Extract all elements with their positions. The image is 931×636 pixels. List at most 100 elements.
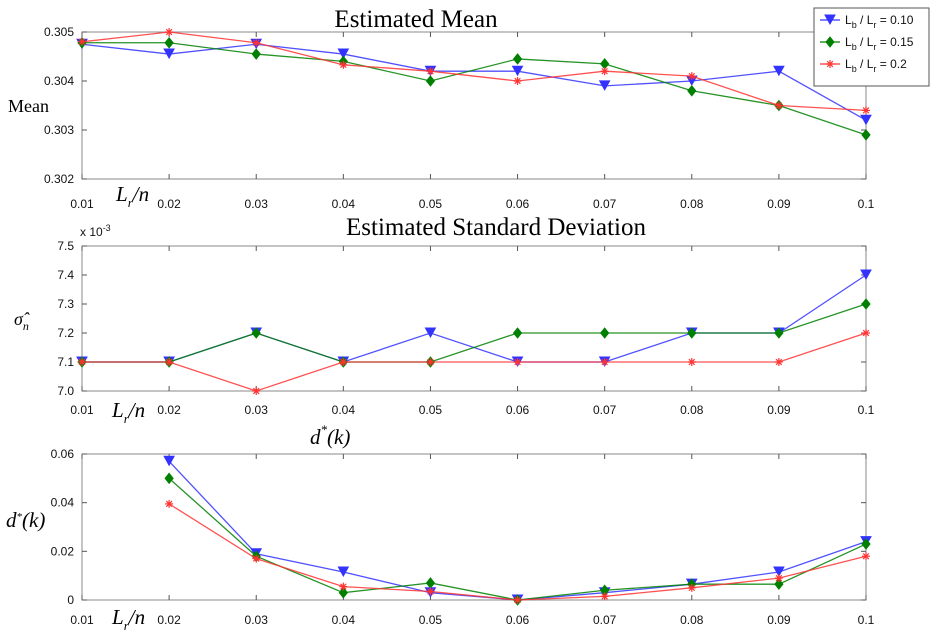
data-point [426,67,435,76]
y-tick-label: 0.06 [51,447,75,461]
data-point [338,586,348,599]
mean-x-ticks: 0.01 0.02 0.03 0.04 0.05 0.06 0.07 0.08 0.09 0.1 [70,32,875,211]
data-point [600,327,610,339]
std-xlabel: Lr/n [111,398,145,426]
legend-entry-0-2: Lb / Lr = 0.2 [820,57,907,74]
y-tick-label: 7.3 [57,297,74,311]
y-tick-label: 0.305 [44,25,74,39]
series-line-l-b-l-r-0-15 [82,303,867,363]
data-point [600,592,609,601]
data-point [600,358,609,366]
data-point [339,358,348,366]
data-point [513,77,522,85]
dk-y-ticks: 0 0.02 0.04 0.06 [51,447,866,607]
x-tick-label: 0.06 [506,403,530,417]
data-point [339,582,348,591]
data-point [163,48,175,60]
y-tick-label: 7.4 [57,268,74,282]
panel-mean: Estimated Mean Mean 0.302 0.303 0.304 0.305… [8,6,875,211]
x-tick-label: 0.07 [593,197,617,211]
data-point [512,53,523,65]
y-tick-label: 7.1 [57,355,74,369]
dk-ylabel: d*(k) [6,508,45,532]
data-point [337,48,350,60]
data-point [861,129,871,141]
data-point [511,65,524,77]
data-point [426,358,435,366]
x-tick-label: 0.07 [593,403,617,417]
data-point [860,269,872,281]
data-point [687,327,697,339]
data-point [773,566,785,578]
series-line-l-b-l-r-0-15 [82,42,867,136]
y-tick-label: 0.302 [44,172,74,186]
x-tick-label: 0.01 [70,197,94,211]
mean-ylabel: Mean [8,96,49,116]
data-point [165,28,174,36]
mean-title: Estimated Mean [334,6,498,33]
data-point [339,60,348,69]
std-ylabel: σ̂n [14,309,30,333]
x-tick-label: 0.09 [767,403,791,417]
dk-x-ticks: 0.01 0.02 0.03 0.04 0.05 0.06 0.07 0.08 0.09 0.1 [70,454,875,627]
data-point [78,37,86,46]
data-point [252,38,261,47]
data-point [78,358,86,366]
data-point [774,101,783,110]
y-tick-label: 7.5 [57,239,74,253]
std-axes-frame [81,245,867,392]
legend-entry-0-10: Lb / Lr = 0.10 [820,13,914,30]
legend-marker [825,36,835,48]
legend-label: Lb / Lr = 0.10 [845,13,914,30]
x-tick-label: 0.1 [858,613,875,627]
x-tick-label: 0.06 [506,613,530,627]
data-point [424,327,437,339]
y-tick-label: 0 [67,593,74,607]
x-tick-label: 0.04 [332,403,356,417]
data-point [600,67,609,76]
y-tick-label: 0.02 [51,544,75,558]
x-tick-label: 0.09 [767,197,791,211]
data-point [165,499,174,508]
y-tick-label: 7.2 [57,326,74,340]
data-point [598,80,611,91]
data-point [773,65,785,77]
dk-axes-frame [81,453,867,601]
x-tick-label: 0.04 [332,613,356,627]
x-tick-label: 0.05 [419,197,443,211]
dk-series-group [163,455,872,606]
x-tick-label: 0.01 [70,403,94,417]
data-point [426,587,435,596]
data-point [861,298,871,310]
legend-entry-0-15: Lb / Lr = 0.15 [820,35,914,52]
dk-xlabel: Lr/n [111,605,145,633]
data-point [862,329,870,337]
x-tick-label: 0.08 [680,403,704,417]
data-point [687,583,696,592]
series-l-b-l-r-0-2 [165,499,870,604]
x-tick-label: 0.05 [419,403,443,417]
x-tick-label: 0.1 [858,403,875,417]
x-tick-label: 0.01 [70,613,94,627]
data-point [252,554,261,563]
data-point [774,327,784,339]
x-tick-label: 0.06 [506,197,530,211]
y-tick-label: 0.303 [44,123,74,137]
data-point [774,578,784,590]
data-point [687,358,696,366]
x-tick-label: 0.04 [332,197,356,211]
data-point [165,358,174,366]
data-point [164,472,174,485]
x-tick-label: 0.03 [245,613,269,627]
data-point [860,114,872,126]
legend-marker [826,60,834,68]
dk-title: d*(k) [310,422,350,449]
legend-label: Lb / Lr = 0.15 [845,35,914,52]
data-point [163,455,175,467]
series-line-l-b-l-r-0-2 [82,332,867,392]
x-tick-label: 0.08 [680,197,704,211]
data-point [774,358,783,366]
legend-label: Lb / Lr = 0.2 [845,57,907,74]
x-tick-label: 0.08 [680,613,704,627]
